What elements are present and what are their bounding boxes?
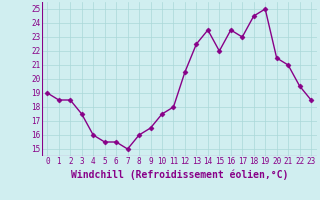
X-axis label: Windchill (Refroidissement éolien,°C): Windchill (Refroidissement éolien,°C) [70, 169, 288, 180]
